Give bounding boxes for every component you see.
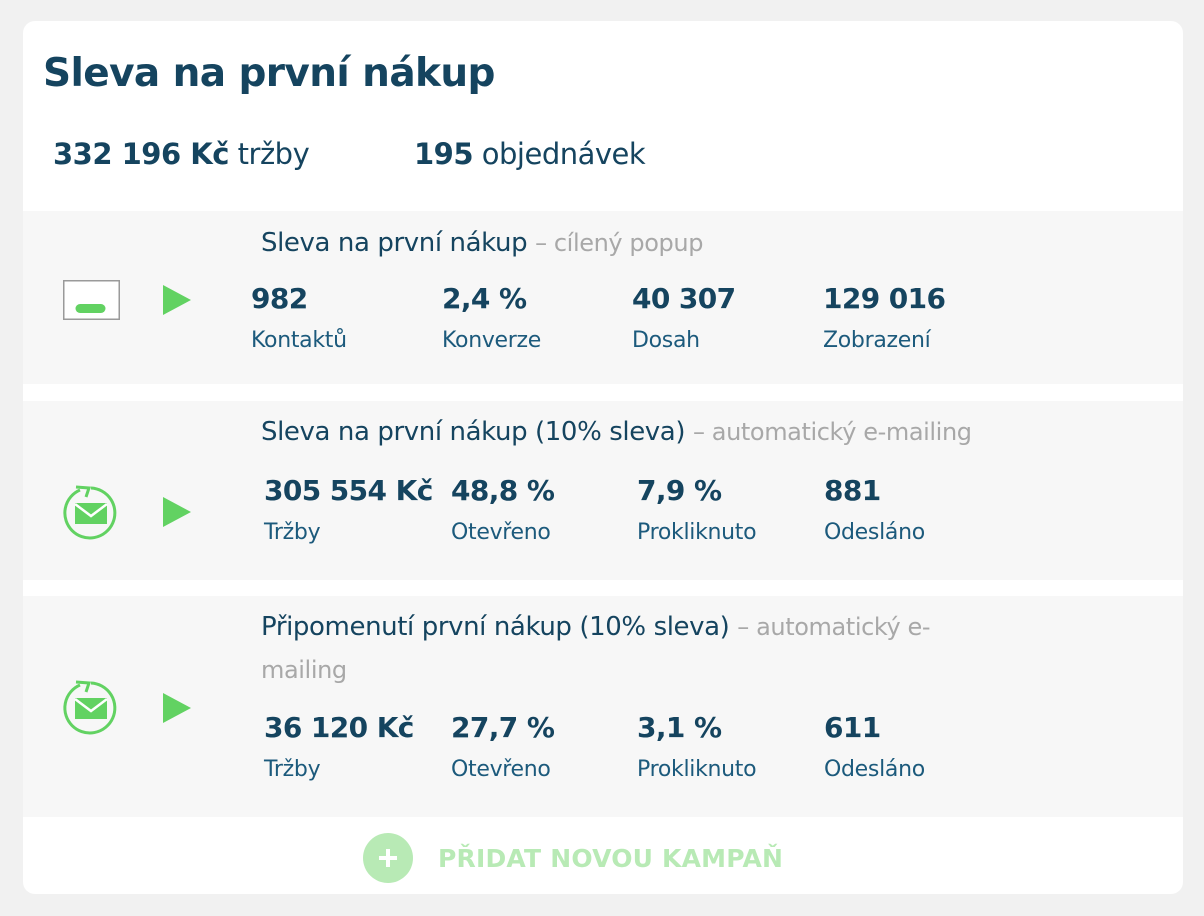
- stat-label: Dosah: [632, 328, 700, 353]
- campaign-row[interactable]: Sleva na první nákup (10% sleva) – autom…: [23, 401, 1183, 580]
- campaign-name: Sleva na první nákup: [261, 228, 528, 258]
- plus-icon[interactable]: [363, 833, 413, 883]
- stat-opened: 27,7 % Otevřeno: [451, 711, 555, 782]
- campaign-title[interactable]: Připomenutí první nákup (10% sleva) – au…: [261, 606, 1001, 692]
- play-icon[interactable]: [163, 497, 191, 527]
- campaign-title[interactable]: Sleva na první nákup – cílený popup: [261, 222, 1001, 265]
- stat-conversion: 2,4 % Konverze: [442, 282, 541, 353]
- stat-value: 27,7 %: [451, 711, 555, 744]
- stat-label: Odesláno: [824, 757, 925, 782]
- stat-label: Kontaktů: [251, 328, 347, 353]
- stat-sent: 881 Odesláno: [824, 474, 925, 545]
- add-campaign-label[interactable]: PŘIDAT NOVOU KAMPAŇ: [438, 843, 784, 873]
- orders-value: 195: [414, 137, 474, 171]
- stat-value: 2,4 %: [442, 282, 527, 315]
- stat-clicked: 7,9 % Prokliknuto: [637, 474, 757, 545]
- revenue-label: tržby: [237, 137, 310, 171]
- stat-clicked: 3,1 % Prokliknuto: [637, 711, 757, 782]
- campaign-name: Připomenutí první nákup (10% sleva): [261, 612, 730, 642]
- campaign-row[interactable]: Sleva na první nákup – cílený popup 982 …: [23, 211, 1183, 384]
- stat-revenue: 305 554 Kč Tržby: [264, 474, 433, 545]
- stat-label: Prokliknuto: [637, 757, 757, 782]
- stat-value: 305 554 Kč: [264, 474, 433, 507]
- campaign-type: – cílený popup: [535, 229, 704, 257]
- campaign-type: – automatický e-mailing: [261, 613, 931, 684]
- orders-label: objednávek: [481, 137, 646, 171]
- stat-impressions: 129 016 Zobrazení: [823, 282, 946, 353]
- stat-label: Otevřeno: [451, 520, 551, 545]
- stat-value: 3,1 %: [637, 711, 722, 744]
- stat-label: Tržby: [264, 757, 321, 782]
- stat-value: 7,9 %: [637, 474, 722, 507]
- stat-sent: 611 Odesláno: [824, 711, 925, 782]
- stat-label: Odesláno: [824, 520, 925, 545]
- stat-value: 129 016: [823, 282, 946, 315]
- stat-label: Tržby: [264, 520, 321, 545]
- add-campaign-button[interactable]: PŘIDAT NOVOU KAMPAŇ: [363, 833, 783, 883]
- campaign-type: – automatický e-mailing: [692, 418, 972, 446]
- stat-label: Otevřeno: [451, 757, 551, 782]
- stat-label: Konverze: [442, 328, 542, 353]
- stat-reach: 40 307 Dosah: [632, 282, 736, 353]
- revenue-value: 332 196 Kč: [53, 137, 229, 171]
- stat-contacts: 982 Kontaktů: [251, 282, 347, 353]
- stat-label: Zobrazení: [823, 328, 931, 353]
- summary-orders: 195 objednávek: [414, 137, 646, 171]
- stat-value: 881: [824, 474, 881, 507]
- campaign-row[interactable]: Připomenutí první nákup (10% sleva) – au…: [23, 596, 1183, 817]
- stat-value: 36 120 Kč: [264, 711, 414, 744]
- stat-value: 48,8 %: [451, 474, 555, 507]
- campaign-name: Sleva na první nákup (10% sleva): [261, 417, 686, 447]
- stat-value: 611: [824, 711, 881, 744]
- auto-email-icon: [62, 484, 120, 546]
- stat-value: 40 307: [632, 282, 736, 315]
- page-title: Sleva na první nákup: [43, 51, 495, 96]
- campaign-card: Sleva na první nákup 332 196 Kč tržby 19…: [23, 21, 1183, 894]
- summary-revenue: 332 196 Kč tržby: [53, 137, 310, 171]
- stat-value: 982: [251, 282, 308, 315]
- campaign-title[interactable]: Sleva na první nákup (10% sleva) – autom…: [261, 411, 1001, 454]
- auto-email-icon: [62, 679, 120, 741]
- play-icon[interactable]: [163, 693, 191, 723]
- popup-icon: [63, 280, 120, 324]
- play-icon[interactable]: [163, 285, 191, 315]
- stat-opened: 48,8 % Otevřeno: [451, 474, 555, 545]
- stat-label: Prokliknuto: [637, 520, 757, 545]
- stat-revenue: 36 120 Kč Tržby: [264, 711, 414, 782]
